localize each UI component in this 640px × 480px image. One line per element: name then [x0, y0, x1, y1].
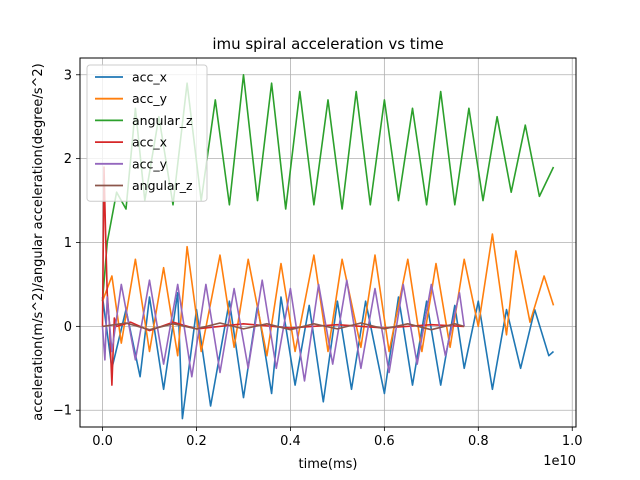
legend-label: angular_z	[132, 113, 193, 128]
legend-label: acc_y	[132, 156, 168, 171]
series-line-2-acc-y	[101, 233, 555, 357]
x-tick-label: 0.6	[374, 434, 395, 449]
legend-label: acc_x	[132, 70, 167, 85]
y-axis: −1 0 1 2 3	[53, 68, 80, 419]
legend-label: angular_z	[132, 178, 193, 193]
chart-title: imu spiral acceleration vs time	[212, 35, 443, 53]
x-tick-label: 0.2	[186, 434, 207, 449]
legend: acc_x acc_y angular_z acc_x acc_y angular_z	[86, 64, 208, 202]
x-axis-label: time(ms)	[299, 457, 358, 472]
legend-label: acc_y	[132, 91, 168, 106]
y-tick-label: 2	[64, 152, 72, 167]
x-tick-label: 0.4	[280, 434, 301, 449]
x-axis: 0.0 0.2 0.4 0.6 0.8 1.0	[92, 427, 583, 449]
x-tick-label: 1.0	[562, 434, 583, 449]
x-tick-label: 0.8	[468, 434, 489, 449]
legend-label: acc_x	[132, 135, 167, 150]
series-line-6-angular-z	[102, 322, 465, 331]
x-tick-label: 0.0	[92, 434, 113, 449]
y-tick-label: 3	[64, 68, 72, 83]
y-axis-label: acceleration(m/s^2)/angular acceleration…	[31, 63, 46, 420]
y-tick-label: −1	[53, 404, 72, 419]
y-tick-label: 0	[64, 320, 72, 335]
y-tick-label: 1	[64, 236, 72, 251]
x-axis-offset-text: 1e10	[543, 454, 576, 469]
